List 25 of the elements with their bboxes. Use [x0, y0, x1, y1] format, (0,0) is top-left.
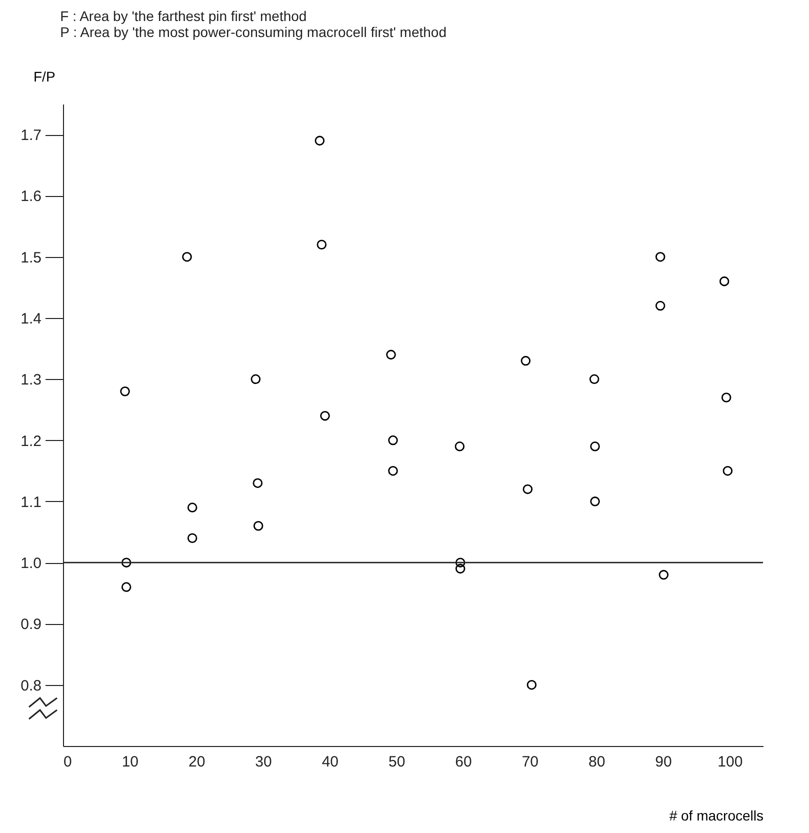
y-tick-label: 1.2: [20, 432, 42, 450]
x-tick-label: 0: [64, 754, 72, 770]
y-tick-label: 1.5: [20, 249, 42, 266]
y-tick-label: 0.9: [20, 616, 42, 634]
x-tick-label: 100: [718, 754, 743, 770]
x-tick-label: 60: [455, 754, 472, 770]
x-tick-label: 80: [588, 754, 606, 770]
y-tick-label: 1.6: [20, 188, 42, 206]
x-tick-label: 70: [522, 754, 539, 770]
x-tick-label: 40: [322, 754, 339, 770]
x-axis-title: # of macrocells: [669, 808, 764, 824]
y-tick-label: 1.3: [20, 372, 42, 389]
x-tick-label: 20: [188, 754, 206, 770]
y-tick-label: 1.7: [20, 127, 42, 144]
y-tick-label: 1.4: [20, 310, 42, 328]
text: P : Area by 'the most power-consuming macrocell first' method: [60, 24, 447, 40]
y-tick-label: 1.0: [20, 555, 42, 572]
text: F : Area by 'the farthest pin first' method: [60, 8, 307, 24]
x-tick-label: 30: [255, 754, 272, 770]
x-tick-label: 90: [655, 754, 672, 770]
y-axis-title: F/P: [34, 68, 56, 84]
x-tick-label: 10: [122, 754, 139, 770]
y-tick-label: 1.1: [20, 494, 42, 511]
y-tick-label: 0.8: [20, 677, 42, 694]
x-tick-label: 50: [388, 754, 406, 770]
